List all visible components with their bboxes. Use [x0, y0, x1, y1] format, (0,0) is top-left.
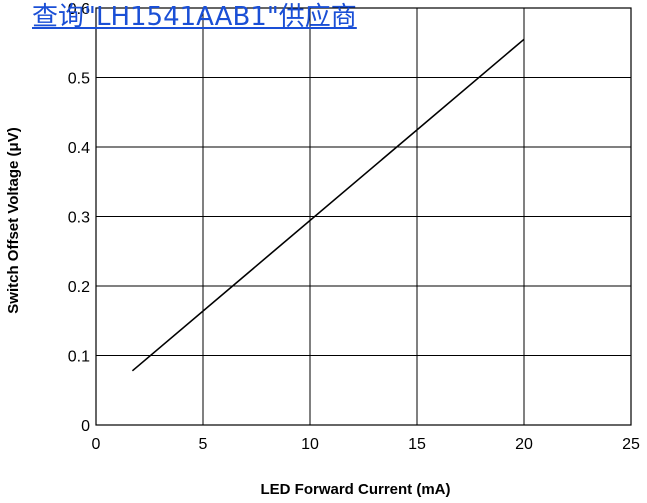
y-tick-label: 0.6	[68, 1, 90, 18]
x-tick-label: 15	[408, 436, 426, 453]
x-tick-labels: 0 5 10 15 20 25	[92, 436, 640, 453]
y-tick-label: 0.4	[68, 140, 90, 157]
y-axis-title: Switch Offset Voltage (μV)	[5, 127, 22, 313]
y-tick-label: 0.5	[68, 71, 90, 88]
x-tick-label: 25	[622, 436, 640, 453]
y-tick-label: 0.2	[68, 279, 90, 296]
x-tick-label: 0	[92, 436, 101, 453]
supplier-query-link[interactable]: 查询"LH1541AAB1"供应商	[32, 2, 357, 32]
y-tick-labels: 0 0.1 0.2 0.3 0.4 0.5 0.6	[68, 1, 90, 435]
x-axis-title: LED Forward Current (mA)	[260, 481, 450, 498]
grid	[95, 7, 632, 426]
y-tick-label: 0	[81, 418, 90, 435]
x-tick-label: 5	[199, 436, 208, 453]
series-line	[131, 38, 525, 372]
series-layer	[131, 38, 525, 372]
x-tick-label: 10	[301, 436, 319, 453]
y-tick-label: 0.3	[68, 210, 90, 227]
plot-frame	[95, 7, 632, 426]
x-tick-label: 20	[515, 436, 533, 453]
y-tick-label: 0.1	[68, 349, 90, 366]
